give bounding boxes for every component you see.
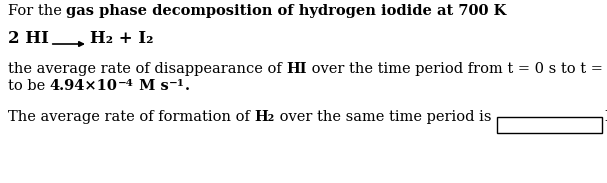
Text: H₂: H₂	[254, 110, 275, 124]
Text: HI: HI	[287, 62, 307, 76]
Text: −1: −1	[168, 79, 185, 88]
Text: M s: M s	[605, 110, 607, 124]
Text: For the: For the	[8, 4, 67, 18]
Text: −4: −4	[118, 79, 134, 88]
Text: 2 HI: 2 HI	[8, 30, 49, 47]
Text: the average rate of disappearance of: the average rate of disappearance of	[8, 62, 287, 76]
Bar	[497, 117, 602, 133]
Text: over the time period from t = 0 s to t = 1219 s is found: over the time period from t = 0 s to t =…	[307, 62, 607, 76]
Text: 4.94×10: 4.94×10	[50, 79, 118, 93]
Text: to be: to be	[8, 79, 50, 93]
Text: The average rate of formation of: The average rate of formation of	[8, 110, 254, 124]
Text: gas phase decomposition of hydrogen iodide at 700 K: gas phase decomposition of hydrogen iodi…	[67, 4, 507, 18]
Text: M s: M s	[134, 79, 168, 93]
Text: H₂ + I₂: H₂ + I₂	[90, 30, 153, 47]
Text: .: .	[185, 79, 189, 93]
Text: over the same time period is: over the same time period is	[275, 110, 496, 124]
